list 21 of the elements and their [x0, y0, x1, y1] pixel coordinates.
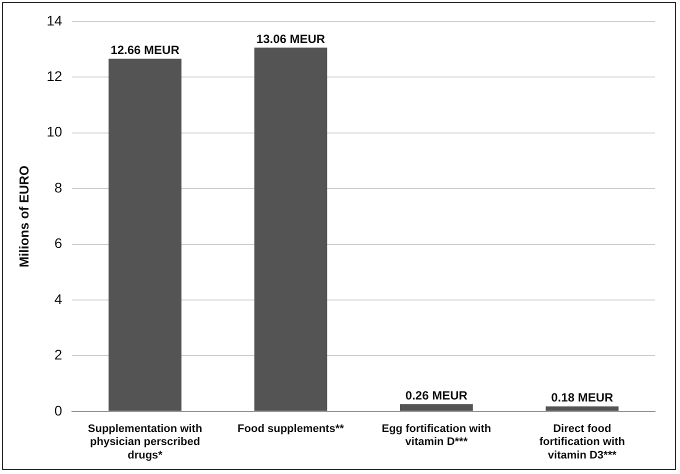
x-tick-label: Direct food fortification with vitamin D3***: [539, 423, 626, 462]
y-tick-label: 10: [46, 124, 62, 140]
data-label: 0.18 MEUR: [551, 390, 614, 405]
bar: [546, 406, 619, 411]
x-tick-label: Food supplements**: [238, 423, 345, 436]
y-tick-label: 8: [54, 179, 62, 196]
y-tick-label: 6: [54, 235, 62, 252]
bar: [254, 48, 328, 411]
data-label: 13.06 MEUR: [256, 32, 326, 46]
data-label: 0.26 MEUR: [405, 388, 468, 402]
x-tick-label: Egg fortification with vitamin D***: [382, 423, 492, 448]
x-tick-label: Supplementation with physician perscribed drugs*: [88, 423, 202, 462]
y-axis-title: Milions of EURO: [16, 165, 32, 268]
y-tick-label: 0: [54, 402, 62, 418]
y-tick-label: 12: [46, 68, 62, 84]
y-tick-label: 4: [54, 290, 62, 307]
y-tick-label: 2: [54, 346, 62, 363]
y-tick-label: 14: [46, 12, 62, 28]
bar: [108, 58, 182, 411]
data-label: 12.66 MEUR: [110, 43, 180, 58]
bar: [400, 404, 473, 411]
